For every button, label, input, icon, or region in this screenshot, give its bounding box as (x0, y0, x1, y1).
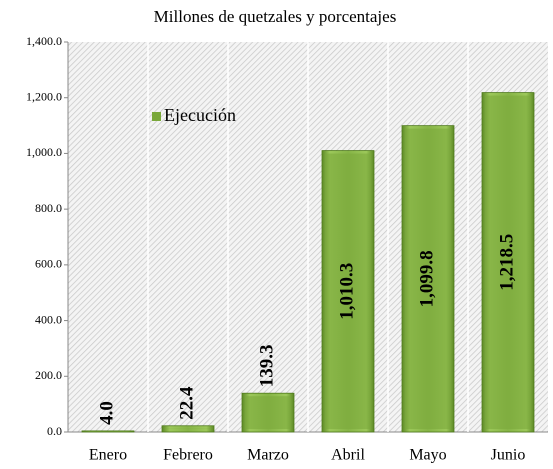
y-tick-label: 1,000.0 (26, 145, 62, 159)
x-tick-label: Junio (491, 447, 526, 464)
chart-title: Millones de quetzales y porcentajes (154, 7, 397, 26)
x-tick-label: Mayo (409, 447, 446, 464)
bar-bevel (246, 396, 290, 429)
y-tick-label: 400.0 (35, 312, 62, 326)
value-label: 22.4 (176, 386, 197, 420)
bar (81, 430, 135, 433)
y-tick-label: 800.0 (35, 201, 62, 215)
x-tick-label: Abril (331, 447, 365, 464)
bar-bevel (326, 153, 370, 430)
y-tick-label: 1,400.0 (26, 34, 62, 48)
legend-swatch (152, 112, 161, 121)
x-tick-label: Enero (89, 447, 127, 464)
legend-label: Ejecución (164, 105, 236, 125)
value-label: 1,218.5 (496, 234, 517, 291)
value-label: 4.0 (96, 401, 117, 425)
bar-bevel (406, 128, 450, 429)
x-tick-label: Marzo (247, 447, 289, 464)
value-label: 1,010.3 (336, 263, 357, 320)
y-tick-label: 1,200.0 (26, 89, 62, 103)
bar-bevel (486, 95, 530, 429)
value-label: 1,099.8 (416, 250, 437, 307)
y-tick-label: 200.0 (35, 368, 62, 382)
y-tick-label: 600.0 (35, 257, 62, 271)
value-label: 139.3 (256, 344, 277, 387)
y-tick-label: 0.0 (47, 424, 62, 438)
x-tick-label: Febrero (163, 447, 213, 464)
